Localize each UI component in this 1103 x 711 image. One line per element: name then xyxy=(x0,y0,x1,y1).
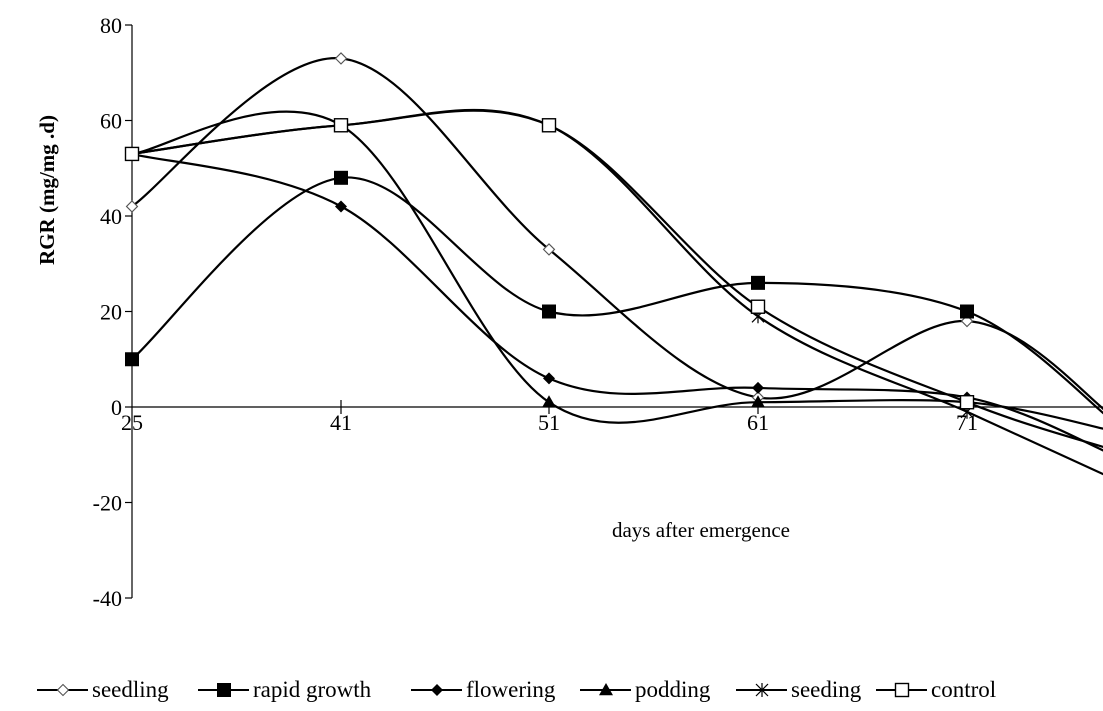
y-tick-label: 20 xyxy=(100,300,122,325)
x-tick-label: 51 xyxy=(538,410,560,435)
legend: seedling rapid growth flowering podding seed… xyxy=(37,677,996,702)
x-tick-label: 61 xyxy=(747,410,769,435)
point-rapid-growth-marker xyxy=(960,304,974,319)
point-seedling-marker xyxy=(125,200,139,213)
legend-podding-marker xyxy=(599,683,613,696)
point-podding-marker xyxy=(751,395,765,408)
point-podding-marker xyxy=(542,395,556,408)
legend-item-podding: podding xyxy=(580,677,711,702)
legend-label: podding xyxy=(635,677,711,702)
y-tick-label: -20 xyxy=(93,491,122,516)
x-tick-label: 41 xyxy=(330,410,352,435)
y-tick-label: 0 xyxy=(111,395,122,420)
point-rapid-growth-marker xyxy=(751,275,765,290)
y-tick-label: 60 xyxy=(100,109,122,134)
point-flowering-marker xyxy=(335,200,347,213)
legend-label: control xyxy=(931,677,996,702)
point-seedling-marker xyxy=(334,52,348,65)
point-control-marker xyxy=(750,299,766,314)
series-line-control xyxy=(131,109,1103,449)
point-control-marker xyxy=(959,395,975,410)
legend-label: seeding xyxy=(791,677,862,702)
x-tick-label: 25 xyxy=(121,410,143,435)
marker-layer xyxy=(124,52,975,419)
x-tick-label: 71 xyxy=(956,410,978,435)
axes: -40 -20 0 20 40 60 80 25 41 51 61 71 xyxy=(93,13,1103,611)
legend-rapid-growth-marker xyxy=(217,683,231,697)
point-rapid-growth-marker xyxy=(334,170,348,185)
series-line-rapid-growth xyxy=(131,176,1103,415)
legend-label: seedling xyxy=(92,677,169,702)
y-tick-label: 40 xyxy=(100,204,122,229)
legend-label: flowering xyxy=(466,677,556,702)
point-flowering-marker xyxy=(752,381,764,394)
legend-item-flowering: flowering xyxy=(411,677,556,702)
legend-label: rapid growth xyxy=(253,677,372,702)
y-tick-label: 80 xyxy=(100,13,122,38)
legend-seedling-marker xyxy=(56,683,70,697)
series-line-podding xyxy=(131,110,1103,430)
legend-item-seeding: seeding xyxy=(736,677,862,702)
legend-flowering-marker xyxy=(431,684,443,696)
legend-item-control: control xyxy=(876,677,996,702)
x-axis-title: days after emergence xyxy=(612,518,790,542)
legend-item-rapid-growth: rapid growth xyxy=(198,677,372,702)
y-tick-label: -40 xyxy=(93,586,122,611)
point-flowering-marker xyxy=(543,372,555,385)
legend-seeding-marker xyxy=(755,683,769,697)
legend-item-seedling: seedling xyxy=(37,677,169,702)
legend-control-marker xyxy=(894,682,910,698)
point-rapid-growth-marker xyxy=(542,304,556,319)
point-seedling-marker xyxy=(542,243,556,256)
point-control-marker xyxy=(333,118,349,133)
y-axis-title: RGR (mg/mg .d) xyxy=(35,115,59,265)
point-rapid-growth-marker xyxy=(125,352,139,367)
point-control-marker xyxy=(124,146,140,162)
point-control-marker xyxy=(541,118,557,133)
